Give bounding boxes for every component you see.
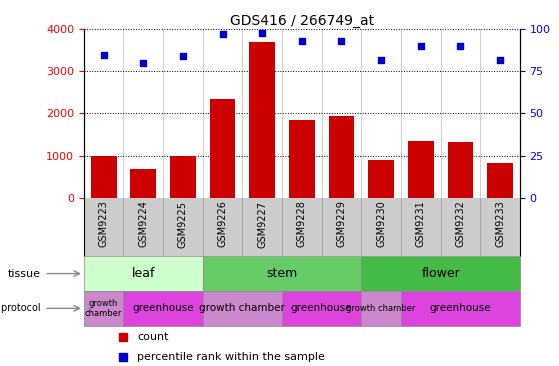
Text: greenhouse: greenhouse	[132, 303, 194, 313]
Text: growth chamber: growth chamber	[200, 303, 285, 313]
Text: tissue: tissue	[7, 269, 40, 279]
Text: greenhouse: greenhouse	[291, 303, 353, 313]
Point	[337, 38, 346, 44]
Text: GSM9233: GSM9233	[495, 201, 505, 247]
Text: flower: flower	[421, 267, 460, 280]
Point	[178, 53, 187, 59]
Bar	[170, 156, 196, 198]
Text: leaf: leaf	[131, 267, 155, 280]
Text: GSM9224: GSM9224	[138, 201, 148, 247]
Text: GSM9225: GSM9225	[178, 201, 188, 247]
Bar	[401, 291, 520, 326]
Title: GDS416 / 266749_at: GDS416 / 266749_at	[230, 14, 374, 28]
Text: GSM9227: GSM9227	[257, 201, 267, 247]
Text: growth
chamber: growth chamber	[85, 299, 122, 318]
Bar	[210, 99, 235, 198]
Bar	[329, 116, 354, 198]
Bar	[448, 142, 473, 198]
Bar	[361, 291, 401, 326]
Bar	[361, 256, 520, 291]
Bar	[249, 42, 275, 198]
Bar	[91, 156, 116, 198]
Point	[456, 43, 465, 49]
Text: GSM9232: GSM9232	[456, 201, 466, 247]
Bar	[84, 291, 124, 326]
Bar	[124, 291, 203, 326]
Text: growth chamber: growth chamber	[347, 304, 416, 313]
Text: GSM9226: GSM9226	[217, 201, 228, 247]
Bar	[84, 256, 203, 291]
Text: GSM9229: GSM9229	[337, 201, 347, 247]
Bar	[487, 163, 513, 198]
Point	[99, 52, 108, 57]
Point	[377, 57, 386, 63]
Bar	[203, 256, 361, 291]
Bar	[408, 141, 434, 198]
Text: GSM9228: GSM9228	[297, 201, 307, 247]
Bar	[203, 291, 282, 326]
Text: GSM9223: GSM9223	[99, 201, 108, 247]
Point	[139, 60, 148, 66]
Text: percentile rank within the sample: percentile rank within the sample	[137, 352, 325, 362]
Bar	[368, 160, 394, 198]
Text: stem: stem	[267, 267, 297, 280]
Text: GSM9230: GSM9230	[376, 201, 386, 247]
Point	[297, 38, 306, 44]
Bar	[282, 291, 361, 326]
Point	[218, 31, 227, 37]
Point	[416, 43, 425, 49]
Point	[258, 30, 267, 36]
Bar	[289, 120, 315, 198]
Bar	[130, 169, 156, 198]
Text: GSM9231: GSM9231	[416, 201, 426, 247]
Point	[496, 57, 505, 63]
Text: greenhouse: greenhouse	[430, 303, 491, 313]
Text: growth protocol: growth protocol	[0, 303, 40, 313]
Text: count: count	[137, 332, 168, 342]
